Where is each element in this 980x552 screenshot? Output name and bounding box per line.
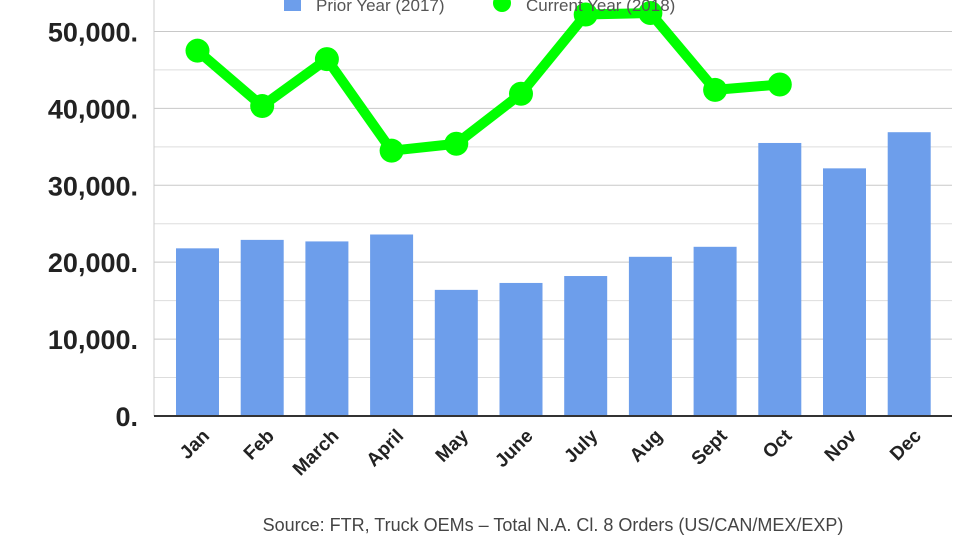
bar-nov (823, 168, 866, 416)
legend-label-current-year: Current Year (2018) (526, 0, 675, 15)
point-feb (250, 94, 275, 119)
bar-series (176, 132, 931, 417)
x-tick-label: April (363, 426, 408, 471)
x-tick-label: Jan (176, 426, 214, 464)
bar-aug (628, 256, 672, 416)
legend-swatch-current-year (493, 0, 511, 12)
bar-sept (693, 246, 737, 416)
x-tick-label: Feb (240, 426, 279, 465)
legend-swatch-prior-year (284, 0, 301, 11)
point-sept (703, 77, 728, 102)
legend-label-prior-year: Prior Year (2017) (316, 0, 445, 15)
point-april (379, 138, 404, 163)
bar-april (370, 234, 414, 416)
legend: Prior Year (2017) Current Year (2018) (284, 0, 675, 15)
x-tick-label: Dec (886, 425, 926, 465)
bar-may (434, 289, 478, 416)
line-series (185, 0, 792, 163)
point-march (314, 47, 339, 72)
point-may (444, 131, 469, 156)
point-june (509, 81, 533, 106)
y-axis: 0. 10,000. 20,000. 30,000. 40,000. 50,000. (48, 17, 138, 432)
y-tick-label: 50,000. (48, 17, 138, 47)
x-tick-label: July (560, 425, 602, 467)
y-tick-label: 0. (115, 402, 138, 432)
x-tick-label: Oct (759, 425, 797, 463)
point-aug (638, 0, 663, 25)
y-tick-label: 10,000. (48, 325, 138, 355)
x-tick-label: Aug (626, 426, 667, 467)
y-tick-label: 30,000. (48, 171, 138, 201)
bar-dec (887, 132, 931, 417)
y-tick-label: 40,000. (48, 94, 138, 124)
point-oct (767, 72, 792, 97)
x-tick-label: May (432, 425, 473, 466)
grid-lines (153, 0, 952, 416)
source-note: Source: FTR, Truck OEMs – Total N.A. Cl.… (263, 515, 844, 535)
y-tick-label: 20,000. (48, 248, 138, 278)
bar-oct (758, 142, 802, 417)
x-tick-label: Nov (821, 425, 862, 466)
bar-march (305, 241, 349, 416)
point-jan (185, 38, 210, 63)
x-tick-label: Sept (688, 425, 732, 469)
point-july (573, 2, 598, 27)
current-year-line (192, 7, 785, 156)
bar-feb (240, 239, 284, 416)
bar-june (499, 282, 543, 416)
bar-july (564, 276, 608, 416)
x-axis: Jan Feb March April May June July Aug Sept Oct Nov… (154, 415, 952, 480)
x-tick-label: June (491, 426, 537, 472)
x-tick-label: March (289, 426, 343, 480)
bar-jan (176, 248, 219, 416)
